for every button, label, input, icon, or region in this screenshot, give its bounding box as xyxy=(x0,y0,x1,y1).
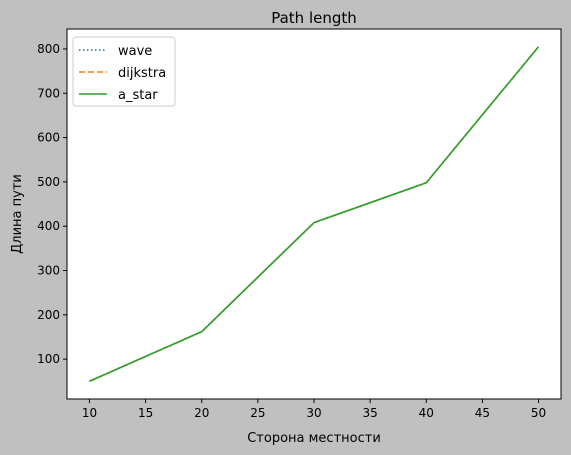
legend: wave dijkstra a_star xyxy=(72,36,176,107)
y-tick-label: 400 xyxy=(37,219,60,233)
x-tick-label: 20 xyxy=(194,406,209,420)
y-tick-label: 800 xyxy=(37,42,60,56)
y-tick-label: 600 xyxy=(37,131,60,145)
x-tick-label: 25 xyxy=(250,406,265,420)
series-layer xyxy=(89,46,540,383)
legend-box xyxy=(72,36,176,107)
x-tick-label: 35 xyxy=(362,406,377,420)
x-axis-label: Сторона местности xyxy=(247,431,381,446)
x-tick-label: 10 xyxy=(82,406,97,420)
series-line-a-star xyxy=(89,46,540,383)
x-axis-ticks: 10 15 20 25 30 35 40 45 50 xyxy=(82,399,546,420)
x-tick-label: 30 xyxy=(306,406,321,420)
y-tick-label: 700 xyxy=(37,86,60,100)
y-tick-label: 100 xyxy=(37,352,60,366)
legend-label-wave: wave xyxy=(118,44,152,59)
legend-label-dijkstra: dijkstra xyxy=(118,66,166,81)
x-tick-label: 45 xyxy=(475,406,490,420)
x-tick-label: 15 xyxy=(138,406,153,420)
y-axis-label: Длина пути xyxy=(10,174,25,254)
x-tick-label: 40 xyxy=(419,406,434,420)
y-tick-label: 300 xyxy=(37,263,60,277)
x-tick-label: 50 xyxy=(531,406,546,420)
y-axis-ticks: 100 200 300 400 500 600 700 800 xyxy=(37,42,67,366)
y-tick-label: 200 xyxy=(37,308,60,322)
chart-title: Path length xyxy=(271,9,357,27)
legend-label-a-star: a_star xyxy=(118,88,158,103)
y-tick-label: 500 xyxy=(37,175,60,189)
